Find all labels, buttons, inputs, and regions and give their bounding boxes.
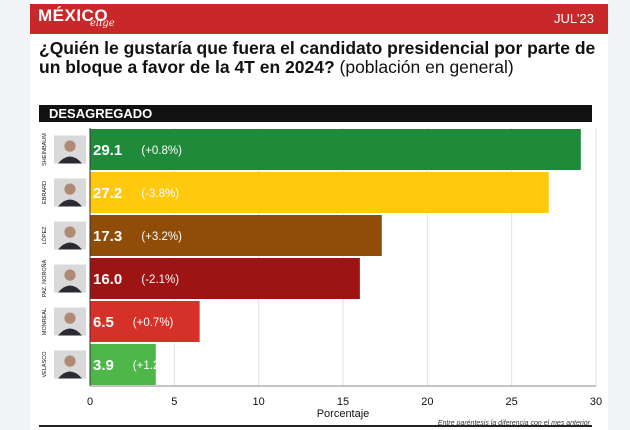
category-label: EBRARD [42,181,48,204]
candidate-face [64,226,76,238]
bar-value-label: 16.0 [93,271,122,288]
candidate-shoulders [58,371,82,379]
chart-title-main: ¿Quién le gustaría que fuera el candidat… [39,38,596,77]
candidate-shoulders [58,199,82,207]
bar-value-label: 6.5 [93,314,114,331]
bar-change-label: (+1.2%) [133,360,174,372]
candidate-shoulders [58,242,82,250]
chart-title: ¿Quién le gustaría que fuera el candidat… [39,39,599,77]
bar [90,344,156,385]
brand-logo: MÉXICO [38,6,109,25]
candidate-shoulders [58,285,82,293]
candidate-face [64,312,76,324]
candidate-face [64,355,76,367]
bar-change-label: (+0.7%) [133,317,174,329]
brand-logo-sub: elige [90,18,115,29]
bar [90,172,549,213]
bar-value-label: 29.1 [93,142,122,159]
x-tick-label: 15 [337,396,349,408]
section-band: DESAGREGADO [39,105,592,122]
candidate-face [64,140,76,152]
bar-value-label: 27.2 [93,185,122,202]
candidate-shoulders [58,328,82,336]
category-label: PAZ. NOROÑA [41,259,48,297]
bar-change-label: (+0.8%) [141,145,182,157]
category-label: VELASCO [42,351,48,378]
bar [90,215,382,256]
x-axis-label: Porcentaje [317,408,370,420]
header-bar: MÉXICO elige JUL'23 [30,4,608,34]
bar-change-label: (-3.8%) [141,188,179,200]
category-label: LÓPEZ [41,226,48,245]
x-tick-label: 20 [421,396,433,408]
x-tick-label: 0 [87,396,93,408]
chart-title-sub: (población en general) [339,57,514,77]
candidate-shoulders [58,156,82,164]
footer-line [39,425,592,427]
candidate-face [64,183,76,195]
bar-change-label: (-2.1%) [141,274,179,286]
bar [90,129,581,170]
frame-right [608,0,630,430]
bar-value-label: 3.9 [93,357,114,374]
x-tick-label: 30 [590,396,602,408]
date-label: JUL'23 [553,11,594,26]
frame-left [0,0,30,430]
bar [90,301,200,342]
x-tick-label: 10 [253,396,265,408]
bar-value-label: 17.3 [93,228,122,245]
x-tick-label: 5 [171,396,177,408]
bar-change-label: (+3.2%) [141,231,182,243]
candidate-face [64,269,76,281]
category-label: MONREAL [42,308,48,335]
x-tick-label: 25 [506,396,518,408]
chart-note: Entre paréntesis la diferencia con el me… [438,420,591,427]
bar [90,258,360,299]
category-label: SHEINBAUM [42,133,48,166]
